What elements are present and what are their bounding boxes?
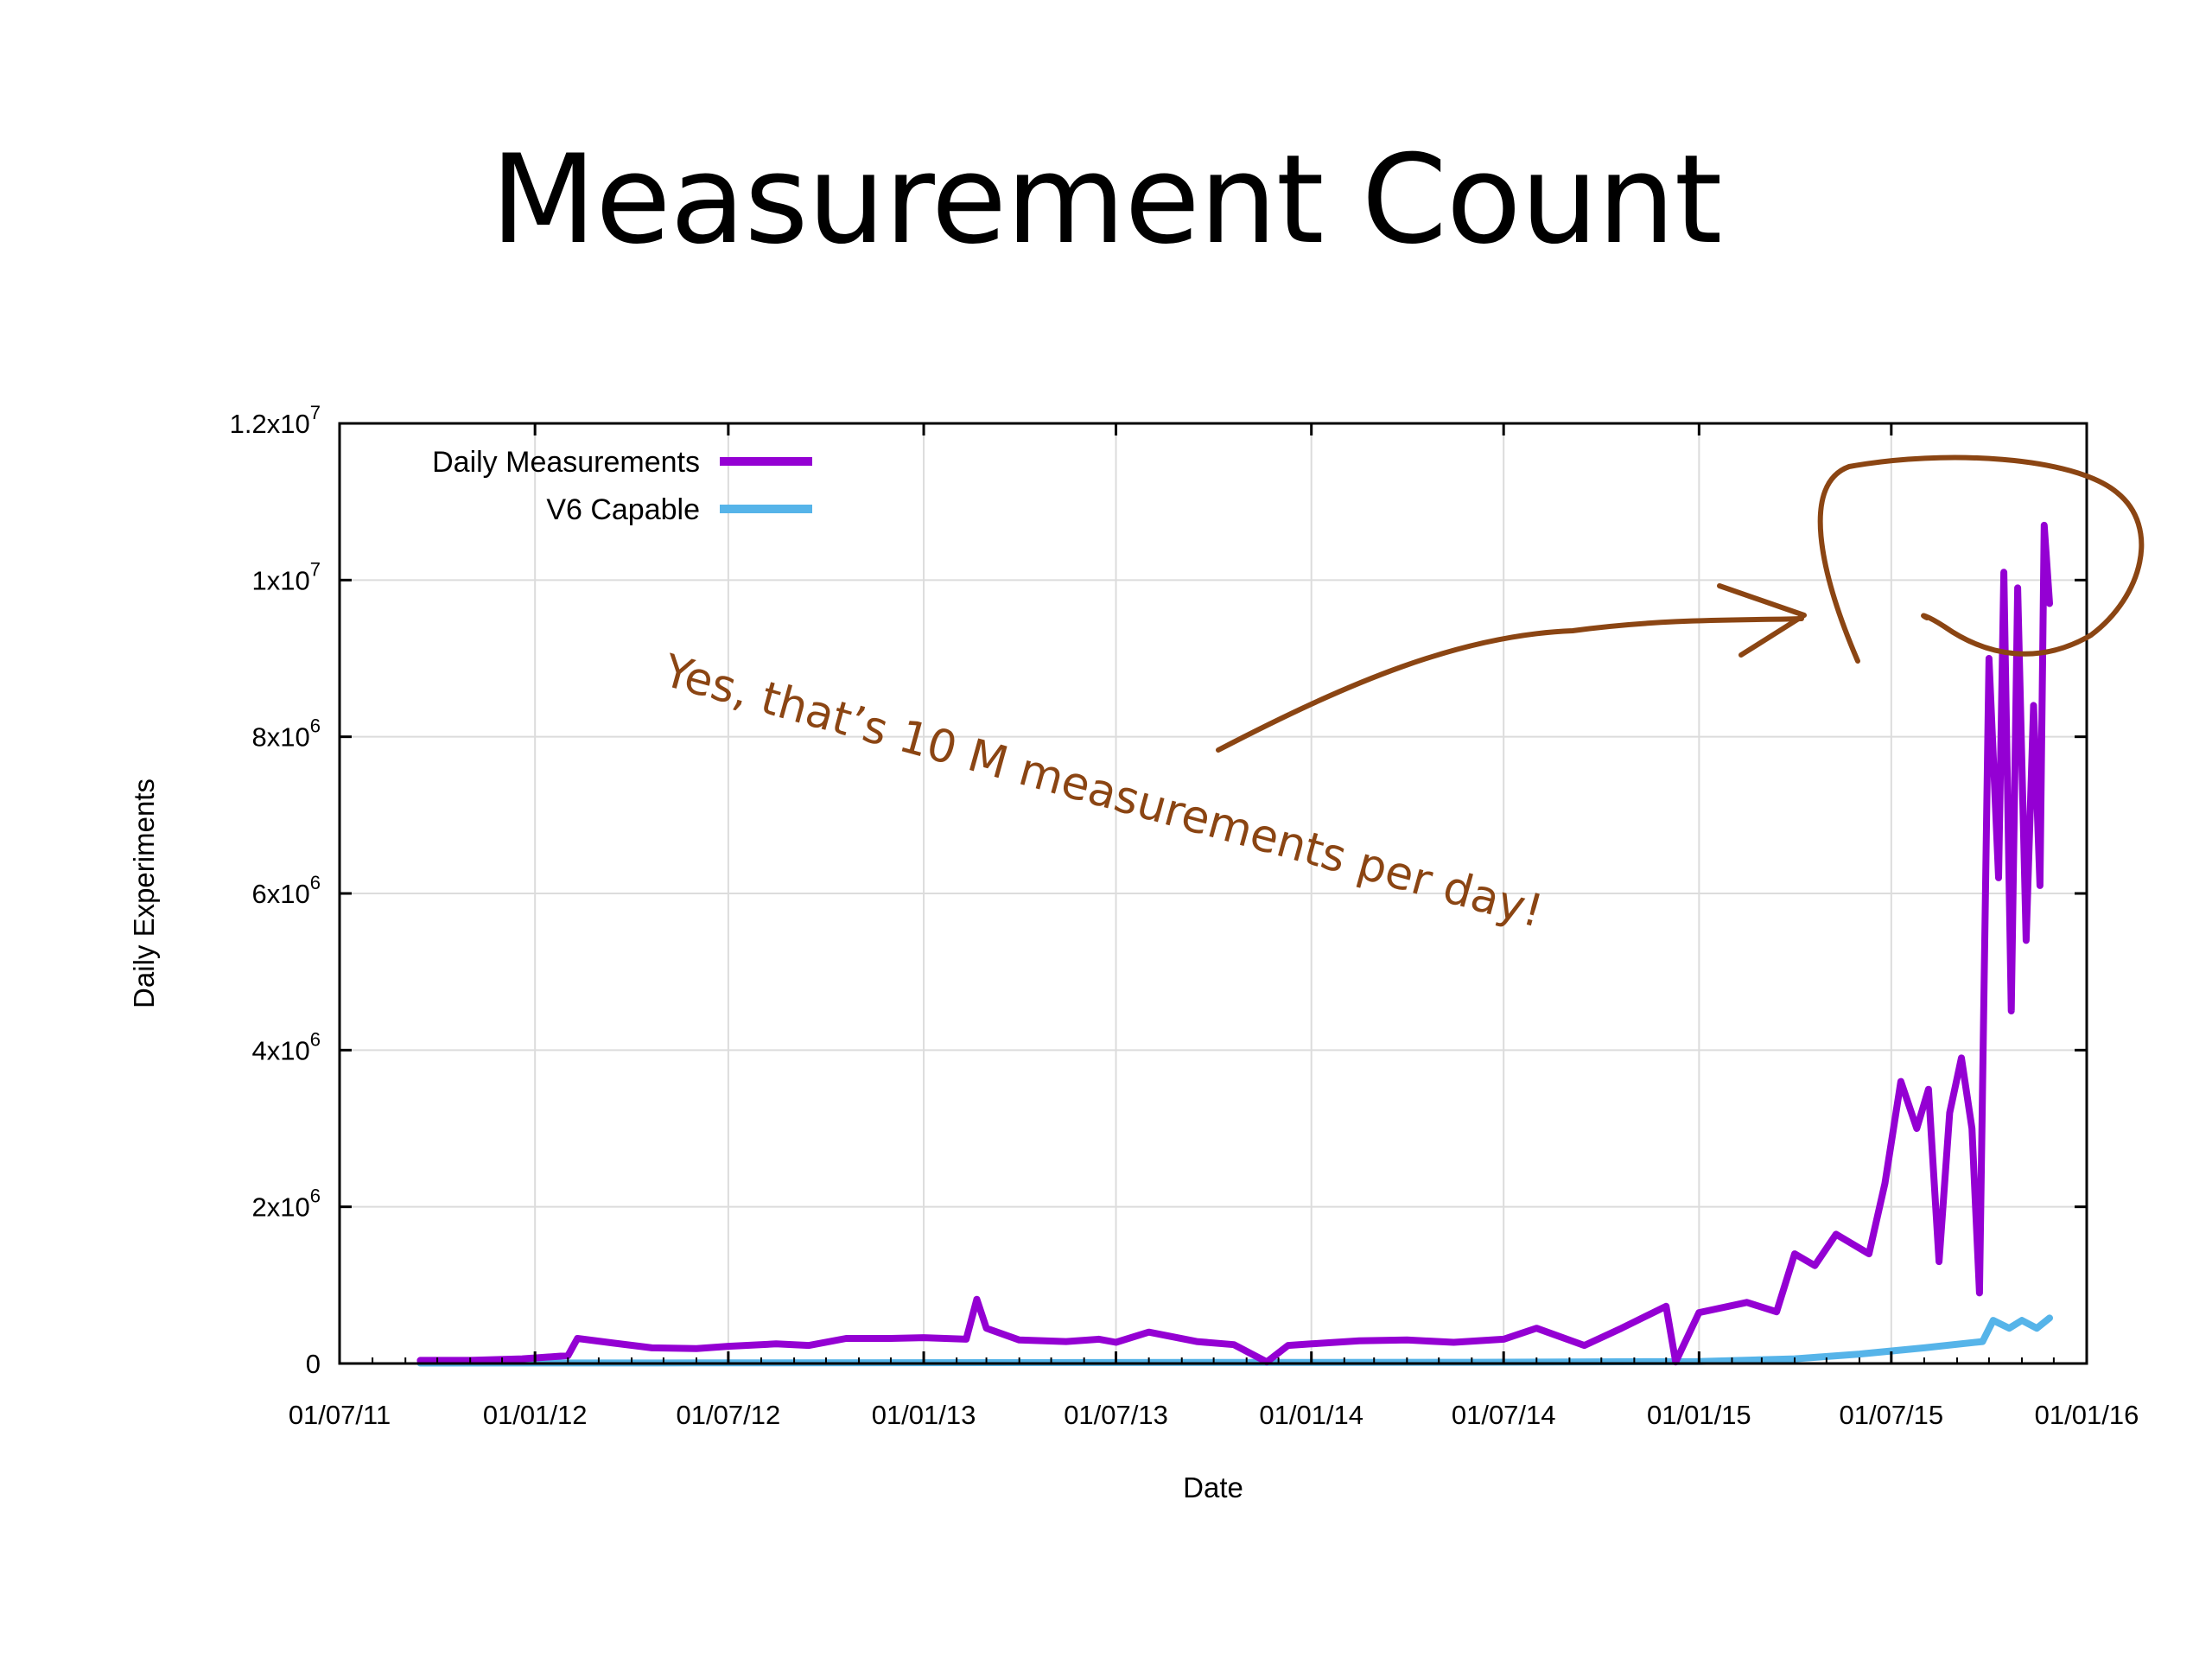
x-tick-label: 01/01/15 [1647,1400,1751,1430]
y-axis-title: Daily Experiments [128,779,160,1008]
legend-label: V6 Capable [546,493,700,526]
annotation-arrowhead [1717,583,1807,658]
y-tick-label: 4x106 [252,1028,321,1065]
x-tick-label: 01/01/12 [483,1400,588,1430]
y-tick-label: 1x107 [252,558,321,595]
x-tick-label: 01/01/16 [2035,1400,2139,1430]
y-tick-label: 2x106 [252,1185,321,1223]
x-axis-title: Date [1183,1471,1243,1503]
series-line [416,521,2053,1366]
slide-title: Measurement Count [490,129,1723,271]
series-layer [416,521,2053,1367]
y-tick-label: 6x106 [252,872,321,909]
series-line [416,1314,2053,1367]
x-tick-label: 01/07/14 [1452,1400,1556,1430]
y-tick-label: 0 [306,1349,321,1379]
annotation-arrow [1216,616,1804,753]
y-tick-label: 8x106 [252,715,321,753]
grid-lines [340,423,2087,1363]
legend-label: Daily Measurements [432,446,700,479]
x-tick-label: 01/01/14 [1259,1400,1363,1430]
legend: Daily Measurements V6 Capable [432,446,812,526]
x-tick-label: 01/07/15 [1839,1400,1943,1430]
axis-ticks: 01/07/11 01/01/12 01/07/12 01/01/13 01/07/13… [230,402,2139,1430]
x-tick-label: 01/01/13 [872,1400,976,1430]
x-tick-label: 01/07/11 [289,1400,391,1430]
y-tick-label: 1.2x107 [230,402,321,439]
x-tick-label: 01/07/13 [1064,1400,1168,1430]
annotation: Yes, that’s 10 M measurements per day! [658,454,2145,938]
x-tick-label: 01/07/12 [677,1400,781,1430]
annotation-circle [1817,454,2145,664]
